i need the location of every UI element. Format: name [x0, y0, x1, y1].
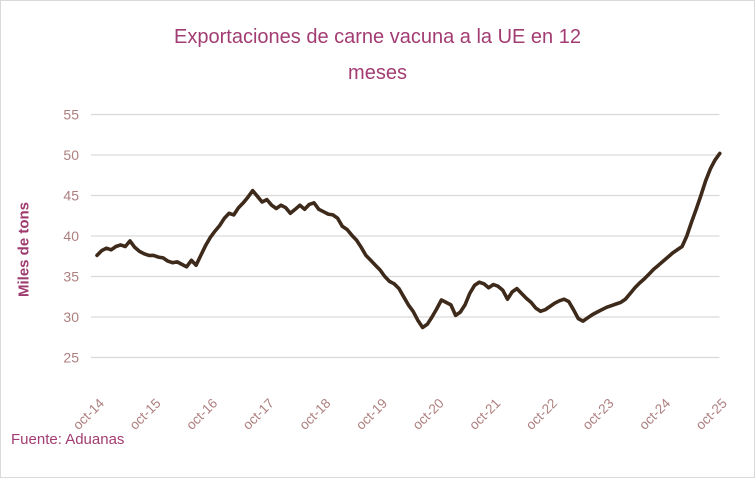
chart-title-line-2: meses: [348, 62, 407, 84]
x-axis-tick-label: oct-19: [353, 396, 390, 433]
y-axis-tick-label: 55: [63, 107, 79, 123]
y-axis-tick-label: 45: [63, 188, 79, 204]
x-axis-tick-label: oct-23: [580, 396, 617, 433]
chart-title-line-1: Exportaciones de carne vacuna a la UE en…: [174, 26, 581, 48]
x-axis-tick-label: oct-18: [296, 396, 333, 433]
chart-title: Exportaciones de carne vacuna a la UE en…: [1, 19, 754, 91]
y-axis-tick-label: 25: [63, 350, 79, 366]
y-axis-tick-label: 50: [63, 147, 79, 163]
y-axis-tick-label: 40: [63, 228, 79, 244]
y-axis-tick-label: 30: [63, 309, 79, 325]
x-axis-tick-label: oct-16: [183, 396, 220, 433]
x-axis-tick-label: oct-15: [127, 396, 164, 433]
source-note: Fuente: Aduanas: [11, 431, 125, 448]
x-axis-tick-label: oct-22: [523, 396, 560, 433]
x-axis-tick-label: oct-24: [636, 395, 673, 432]
x-axis-tick-label: oct-25: [693, 396, 730, 433]
x-axis-tick-label: oct-21: [466, 396, 503, 433]
x-axis-tick-label: oct-20: [410, 396, 447, 433]
y-axis-tick-label: 35: [63, 269, 79, 285]
x-axis-tick-label: oct-14: [70, 395, 107, 432]
data-line-series: [95, 151, 722, 330]
x-axis-tick-label: oct-17: [240, 396, 277, 433]
